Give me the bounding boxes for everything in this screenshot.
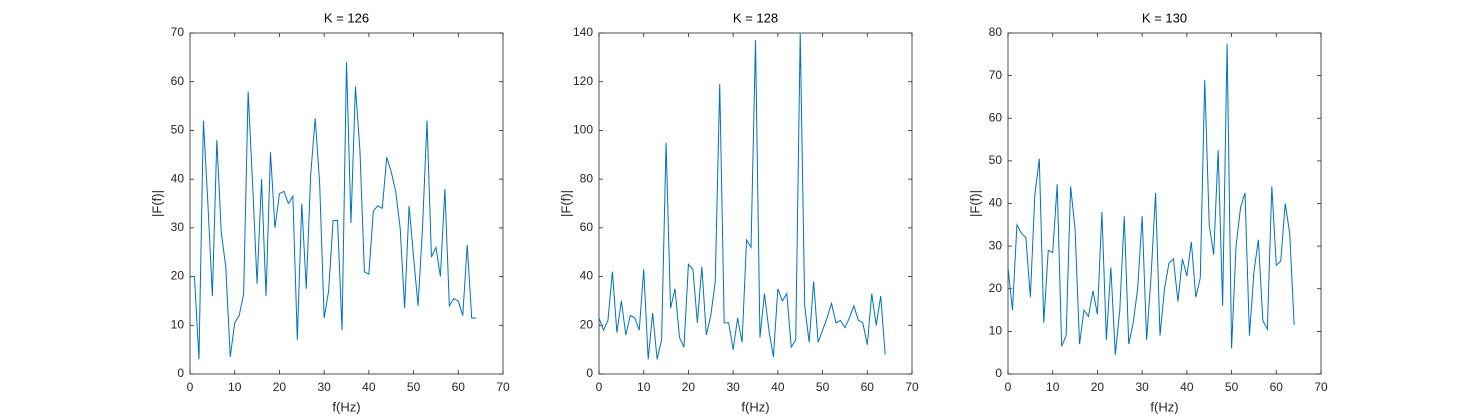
subplot: 0 10 20 30 40 50 60 70 0 20 40 60 80 100 120 140 K = 128… (558, 10, 919, 414)
x-tick-label: 0 (1005, 380, 1012, 394)
y-tick-label: 40 (989, 196, 1003, 210)
x-axis-label: f(Hz) (1150, 399, 1178, 414)
x-tick-label: 20 (1091, 380, 1105, 394)
x-tick-label: 30 (317, 380, 331, 394)
y-tick-label: 0 (586, 366, 593, 380)
x-tick-label: 0 (187, 380, 194, 394)
y-axis-label: |F(f)| (558, 190, 573, 217)
x-tick-label: 30 (726, 380, 740, 394)
y-tick-label: 40 (171, 171, 185, 185)
x-axis-label: f(Hz) (741, 399, 769, 414)
y-tick-label: 140 (573, 25, 593, 39)
y-tick-label: 80 (580, 171, 594, 185)
y-tick-label: 40 (580, 269, 594, 283)
x-tick-label: 20 (682, 380, 696, 394)
x-tick-label: 60 (861, 380, 875, 394)
x-tick-label: 50 (407, 380, 421, 394)
y-tick-label: 20 (580, 317, 594, 331)
subplot: 0 10 20 30 40 50 60 70 0 10 20 30 40 50 60 70 K = 126 f(H… (149, 10, 510, 414)
chart-title: K = 130 (1142, 10, 1187, 25)
x-tick-label: 40 (771, 380, 785, 394)
x-tick-label: 10 (228, 380, 242, 394)
y-tick-label: 120 (573, 74, 593, 88)
axes-box (598, 32, 913, 375)
x-tick-label: 10 (1046, 380, 1060, 394)
x-tick-label: 70 (905, 380, 919, 394)
data-line (1007, 43, 1295, 355)
y-tick-label: 10 (171, 317, 185, 331)
x-axis-label: f(Hz) (332, 399, 360, 414)
y-tick-label: 60 (171, 74, 185, 88)
x-tick-label: 40 (362, 380, 376, 394)
axes-box (1007, 32, 1322, 375)
x-tick-label: 70 (496, 380, 510, 394)
y-tick-label: 100 (573, 123, 593, 137)
x-tick-label: 60 (452, 380, 466, 394)
chart-title: K = 126 (324, 10, 369, 25)
y-tick-label: 70 (171, 25, 185, 39)
x-tick-label: 10 (637, 380, 651, 394)
x-tick-label: 30 (1135, 380, 1149, 394)
y-tick-label: 50 (989, 153, 1003, 167)
y-tick-label: 0 (995, 366, 1002, 380)
y-tick-label: 70 (989, 68, 1003, 82)
y-tick-label: 30 (989, 238, 1003, 252)
data-line (190, 62, 477, 360)
y-axis-label: |F(f)| (149, 190, 164, 217)
data-line (598, 32, 886, 360)
subplot: 0 10 20 30 40 50 60 70 0 10 20 30 40 50 60 70 80 K = 130 f… (967, 10, 1328, 414)
y-axis-label: |F(f)| (967, 190, 982, 217)
y-tick-label: 20 (171, 269, 185, 283)
y-tick-label: 0 (177, 366, 184, 380)
x-tick-label: 70 (1314, 380, 1328, 394)
y-tick-label: 50 (171, 123, 185, 137)
x-tick-label: 20 (273, 380, 287, 394)
y-tick-label: 80 (989, 25, 1003, 39)
y-tick-label: 20 (989, 281, 1003, 295)
chart-title: K = 128 (733, 10, 778, 25)
y-tick-label: 60 (580, 220, 594, 234)
x-tick-label: 40 (1180, 380, 1194, 394)
x-tick-label: 50 (816, 380, 830, 394)
y-tick-label: 60 (989, 110, 1003, 124)
y-tick-label: 30 (171, 220, 185, 234)
x-tick-label: 0 (596, 380, 603, 394)
x-tick-label: 50 (1225, 380, 1239, 394)
y-tick-label: 10 (989, 324, 1003, 338)
x-tick-label: 60 (1270, 380, 1284, 394)
